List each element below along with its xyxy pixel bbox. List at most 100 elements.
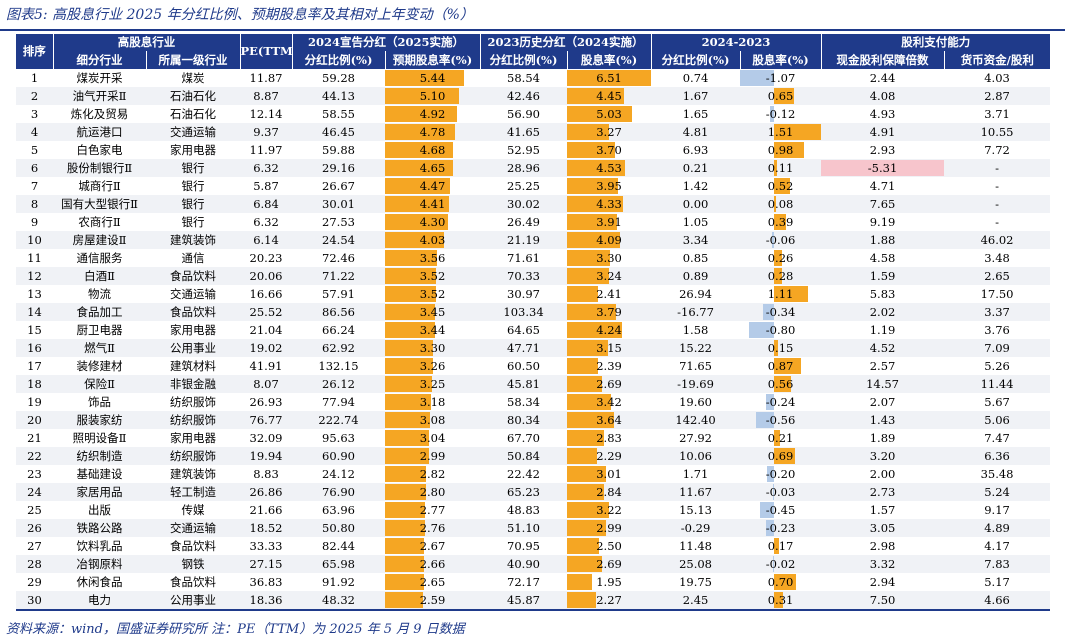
- yield-2024-cell: 4.47: [385, 177, 480, 195]
- pe-cell-value: 8.87: [253, 89, 279, 103]
- yield-2024-cell: 3.08: [385, 411, 481, 429]
- yield-2023-cell-value: 3.30: [596, 251, 622, 265]
- cash-coverage-cell-value: 4.58: [869, 251, 896, 265]
- yield-2024-bar: [385, 412, 430, 428]
- cash-coverage-cell-value: 4.93: [869, 107, 896, 121]
- cash-coverage-cell-value: 1.43: [869, 413, 896, 427]
- yield-2024-bar: [385, 214, 448, 230]
- payout-change-cell: 6.93: [651, 141, 740, 159]
- pe-cell: 19.94: [240, 447, 292, 465]
- payout-change-cell: 27.92: [651, 429, 740, 447]
- pe-cell-value: 27.15: [249, 557, 283, 571]
- payout-change-cell: 71.65: [651, 357, 740, 375]
- yield-2024-cell-value: 4.41: [419, 197, 446, 211]
- sub-industry-cell-value: 照明设备Ⅱ: [72, 431, 127, 445]
- yield-2024-cell-value: 3.08: [419, 413, 446, 427]
- pe-cell-value: 41.91: [249, 359, 283, 373]
- sub-industry-cell-value: 冶钢原料: [76, 557, 123, 571]
- payout-change-cell: 19.75: [651, 573, 740, 591]
- payout-2024-cell: 48.32: [292, 591, 385, 611]
- payout-change-cell: 4.81: [651, 123, 741, 141]
- cash-ratio-cell-value: 5.67: [984, 395, 1010, 409]
- yield-change-bar: [771, 232, 774, 248]
- payout-2024-cell-value: 24.12: [322, 467, 355, 481]
- yield-2024-cell: 4.78: [385, 123, 481, 141]
- yield-2023-cell-value: 2.83: [596, 431, 622, 445]
- yield-2024-cell-value: 2.66: [419, 557, 446, 571]
- cash-coverage-cell-value: 14.57: [866, 377, 900, 391]
- sw1-cell: 非银金融: [146, 375, 240, 393]
- yield-2023-cell: 2.29: [567, 447, 652, 465]
- yield-change-cell: 0.69: [740, 447, 822, 465]
- rank-cell-value: 18: [27, 377, 42, 391]
- sub-industry-header: 细分行业: [52, 51, 146, 69]
- yield-2024-cell: 2.59: [385, 591, 481, 611]
- yield-change-cell: 0.11: [740, 159, 822, 177]
- rank-cell-value: 14: [27, 305, 42, 319]
- sw1-cell-value: 石油石化: [170, 89, 216, 103]
- rank-cell: 22: [16, 447, 53, 465]
- cash-coverage-cell: 7.65: [821, 195, 945, 213]
- rank-cell: 29: [16, 573, 53, 591]
- sw1-cell: 食品饮料: [146, 537, 240, 555]
- payout-2023-cell-value: 65.23: [507, 485, 540, 499]
- rank-cell-value: 12: [27, 269, 42, 283]
- rank-cell: 28: [16, 555, 53, 573]
- table-row: 28 冶钢原料 钢铁 27.15 65.98 2.66 40.90 2.69 25.08 -0.0…: [16, 555, 1051, 573]
- yield-change-cell-value: 0.15: [767, 341, 794, 355]
- yield-2024-cell-value: 4.65: [419, 161, 446, 175]
- yield-change-cell-value: -0.56: [765, 413, 796, 427]
- table-row: 3 炼化及贸易 石油石化 12.14 58.55 4.92 56.90 5.03 1.65 -0.…: [16, 105, 1050, 123]
- payout-2024-cell-value: 77.94: [322, 395, 355, 409]
- sw1-cell-value: 家用电器: [170, 143, 216, 157]
- rank-cell-value: 3: [30, 107, 39, 121]
- rank-cell-value: 6: [30, 161, 39, 175]
- payout-2024-cell: 95.63: [292, 429, 385, 447]
- cash-ratio-header: 货币资金/股利: [943, 51, 1051, 69]
- yield-2024-bar: [385, 196, 450, 212]
- payout-change-cell: 0.89: [651, 267, 741, 285]
- pe-cell: 8.87: [240, 87, 292, 105]
- payout-change-cell-value: 4.81: [682, 125, 709, 139]
- payout-change-cell: 0.00: [651, 195, 741, 213]
- sub-industry-cell: 炼化及贸易: [53, 105, 146, 123]
- pe-cell: 6.84: [240, 195, 292, 213]
- payout-2024-cell-value: 59.88: [322, 143, 355, 157]
- payout-2023-cell: 60.50: [480, 357, 567, 375]
- payout-2023-cell-value: 56.90: [507, 107, 540, 121]
- sub-industry-cell: 航运港口: [53, 123, 146, 141]
- yield-2024-bar: [385, 394, 432, 410]
- payout-change-cell-value: 26.94: [679, 287, 712, 301]
- yield-2023-cell-value: 4.45: [596, 89, 622, 103]
- pe-cell-value: 12.14: [249, 107, 283, 121]
- payout-change-cell: 3.34: [651, 231, 741, 249]
- yield-2024-cell: 2.99: [385, 447, 481, 465]
- yield-2024-bar: [385, 106, 457, 122]
- payout-change-cell: 15.13: [651, 501, 740, 519]
- cash-ratio-cell: -: [944, 159, 1051, 177]
- yield-2023-cell-value: 4.09: [596, 233, 622, 247]
- pe-cell-value: 18.52: [249, 521, 283, 535]
- yield-2023-cell-value: 6.51: [596, 71, 622, 85]
- yield-2024-cell: 4.65: [385, 159, 481, 177]
- yield-change-cell: -1.07: [740, 69, 821, 87]
- yield-change-cell-value: -0.45: [765, 503, 796, 517]
- yield-2023-cell-value: 2.50: [596, 539, 622, 553]
- yield-2023-bar: [567, 574, 593, 590]
- payout-2023-cell-value: 60.50: [507, 359, 540, 373]
- cash-ratio-cell-value: 7.83: [984, 557, 1010, 571]
- payout-2023-cell-value: 28.96: [507, 161, 540, 175]
- yield-2023-cell-value: 3.42: [596, 395, 622, 409]
- table-row: 17 装修建材 建筑材料 41.91 132.15 3.26 60.50 2.39 71.65 0…: [16, 357, 1050, 375]
- sw1-cell-value: 纺织服饰: [170, 449, 216, 463]
- yield-2023-bar: [567, 124, 610, 140]
- pe-cell: 5.87: [240, 177, 292, 195]
- rank-cell-value: 11: [27, 251, 42, 265]
- yield-change-cell-value: -0.24: [765, 395, 796, 409]
- yield-2023-bar: [567, 178, 618, 194]
- pe-cell-value: 9.37: [253, 125, 279, 139]
- yield-change-cell: 0.28: [740, 267, 822, 285]
- sw1-cell: 公用事业: [146, 339, 240, 357]
- cash-coverage-cell-value: 2.00: [869, 467, 896, 481]
- yield-change-cell: 0.52: [740, 177, 821, 195]
